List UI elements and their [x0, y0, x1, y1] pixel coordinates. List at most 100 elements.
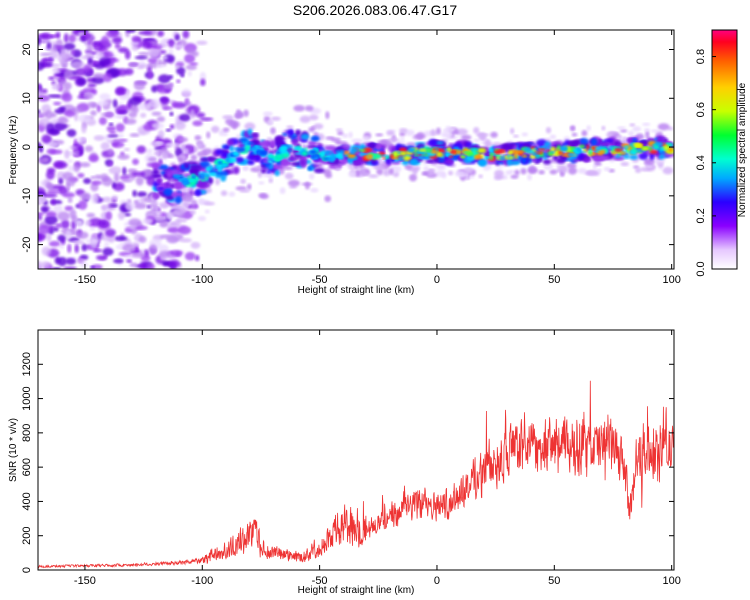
spectrogram-blob	[55, 31, 61, 39]
colorbar-tick-label: 0.8	[695, 49, 707, 64]
spectrogram-blob	[454, 170, 466, 177]
spectrogram-blob	[228, 191, 236, 197]
spectrogram-blob	[87, 57, 93, 64]
spectrogram-blob	[141, 40, 152, 49]
spectrogram-blob	[375, 144, 382, 151]
spectrogram-blob	[128, 226, 137, 230]
spectrogram-blob	[169, 169, 180, 175]
spectrogram-blob	[527, 173, 532, 181]
spectrogram-blob	[111, 141, 125, 148]
spectrogram-blob	[117, 154, 130, 160]
spectrogram-blob	[215, 149, 224, 155]
spectrogram-blob	[309, 150, 317, 155]
spectrogram-blob	[494, 174, 505, 180]
spectrogram-blob	[59, 80, 67, 85]
spectrogram-blob	[157, 187, 165, 191]
spectrogram-blob	[502, 142, 515, 150]
spectrogram-blob	[514, 169, 520, 176]
spectrogram-blob	[207, 156, 217, 163]
spectrogram-blob	[98, 116, 107, 126]
spectrogram-blob	[132, 190, 137, 197]
spectrogram-blob	[363, 147, 372, 153]
spectrogram-blob	[48, 76, 55, 81]
spectrogram-blob	[125, 30, 136, 33]
spectrogram-blob	[461, 155, 465, 159]
spectrogram-blob	[549, 134, 557, 140]
spectrogram-blob	[507, 150, 514, 155]
spectrogram-blob	[307, 140, 317, 147]
spectrogram-blob	[128, 62, 138, 68]
spectrogram-blob	[152, 169, 160, 175]
spectrogram-blob	[151, 173, 163, 179]
spectrogram-blob	[521, 157, 527, 164]
spectrogram-blob	[38, 144, 44, 153]
spectrogram-blob	[69, 145, 78, 149]
spectrogram-blob	[386, 130, 395, 136]
spectrogram-blob	[74, 244, 80, 254]
spectrogram-blob	[192, 120, 203, 127]
spectrogram-blob	[614, 148, 622, 152]
spectrogram-blob	[520, 167, 527, 175]
spectrogram-blob	[163, 188, 174, 197]
spectrogram-blob	[77, 114, 92, 123]
spectrogram-blob	[662, 138, 669, 143]
spectrogram-blob	[222, 127, 230, 132]
spectrogram-blob	[629, 123, 636, 127]
colorbar: 0.0 0.2 0.4 0.6 0.8 Normalized spectral ampl…	[695, 29, 748, 277]
spectrogram-blob	[632, 149, 639, 153]
spectrogram-blob	[101, 205, 107, 212]
spectrogram-blob	[280, 147, 286, 153]
spectrogram-blob	[151, 192, 161, 199]
spectrogram-blob	[91, 180, 102, 186]
spectrogram-blob	[289, 154, 295, 161]
spectrogram-blob	[172, 165, 177, 170]
spectrogram-blob	[47, 34, 55, 39]
spectrogram-blob	[558, 150, 563, 155]
spectrogram-blob	[115, 123, 125, 133]
spectrogram-blob	[111, 181, 117, 189]
spectrogram-blob	[259, 193, 269, 200]
spectrogram-blob	[169, 249, 184, 257]
spectrogram-blob	[76, 77, 87, 86]
spectrogram-blob	[169, 124, 175, 130]
spectrogram-blob	[436, 166, 446, 171]
spectrogram-blob	[108, 166, 123, 175]
spectrogram-blob	[184, 53, 196, 64]
spectrogram-blob	[83, 92, 94, 100]
spectrogram-blob	[232, 121, 237, 130]
spectrogram-blob	[50, 112, 57, 118]
spectrogram-blob	[149, 244, 158, 255]
top-y-tick-label: 0	[21, 144, 33, 150]
spectrogram-blob	[109, 131, 117, 135]
spectrogram-blob	[99, 93, 111, 101]
spectrogram-blob	[570, 125, 576, 132]
spectrogram-blob	[154, 216, 166, 223]
spectrogram-blob	[398, 148, 407, 153]
spectrogram-blob	[549, 169, 558, 175]
spectrogram-blob	[64, 149, 70, 160]
spectrogram-blob	[147, 57, 158, 64]
spectrogram-blob	[479, 133, 490, 137]
spectrogram-blob	[328, 163, 337, 170]
spectrogram-blob	[392, 151, 398, 157]
spectrogram-blob	[134, 225, 148, 231]
spectrogram-blob	[542, 159, 552, 165]
spectrogram-blob	[133, 80, 146, 91]
spectrogram-blob	[138, 52, 150, 57]
spectrogram-blob	[38, 94, 50, 102]
spectrogram-blob	[418, 148, 428, 152]
spectrogram-blob	[156, 116, 166, 123]
spectrogram-blob	[304, 105, 314, 112]
spectrogram-blob	[106, 125, 116, 132]
bottom-y-tick-label: 200	[21, 527, 33, 545]
spectrogram-blob	[418, 155, 424, 159]
spectrogram-blob	[192, 175, 196, 178]
spectrogram-blob	[38, 153, 42, 158]
spectrogram-blob	[559, 145, 569, 152]
spectrogram-blob	[399, 151, 408, 156]
colorbar-tick-label: 0.2	[695, 208, 707, 223]
spectrogram-blob	[644, 158, 656, 166]
spectrogram-blob	[152, 44, 163, 51]
spectrogram-blob	[147, 157, 158, 162]
